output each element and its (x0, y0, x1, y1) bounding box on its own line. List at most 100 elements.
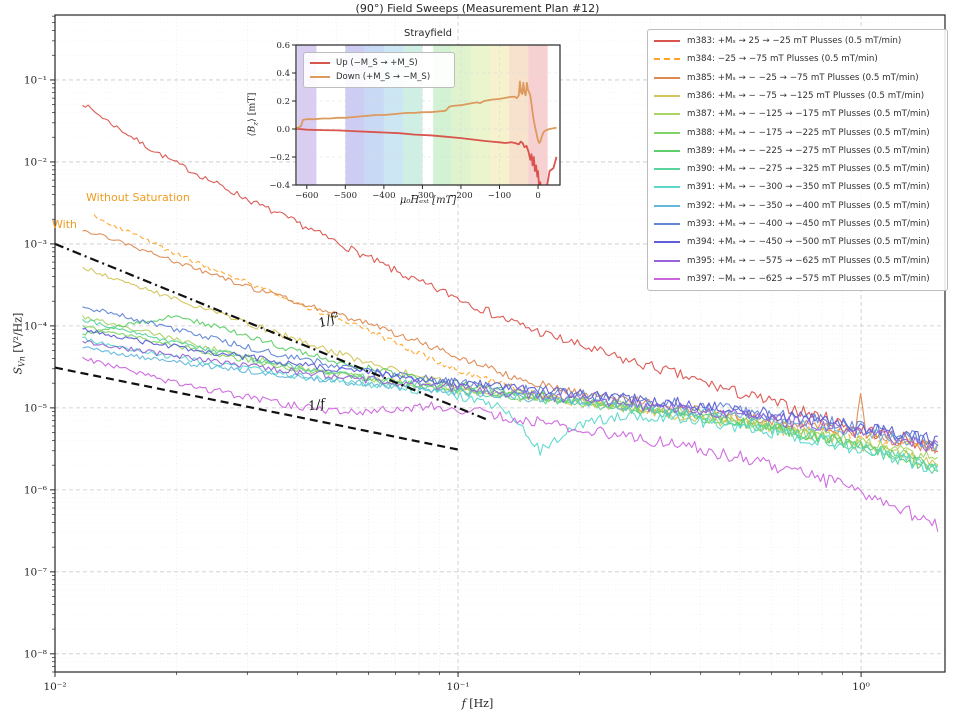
inset-legend-swatch-0 (310, 62, 330, 64)
series-m388 (82, 324, 938, 470)
inset-y-tick-label: 0.0 (276, 125, 290, 135)
legend-label-m395: m395: +Mₛ → − −575 → −625 mT Plusses (0.… (687, 255, 930, 266)
series-m397 (82, 356, 939, 532)
inset-legend-label-0: Up (−M_S → +M_S) (336, 58, 418, 68)
legend-label-m386: m386: +Mₛ → − −75 → −125 mT Plusses (0.5… (687, 90, 925, 101)
inset-legend-entry-0: Up (−M_S → +M_S) (310, 56, 448, 70)
annotation-with: With (52, 218, 77, 231)
inset-x-tick-label: −600 (295, 191, 318, 201)
inset-band (451, 45, 471, 185)
y-tick-label: 10⁻⁶ (24, 484, 47, 496)
x-tick-label: 10⁻² (43, 681, 66, 693)
y-tick-label: 10⁻¹ (24, 74, 47, 86)
inset-x-axis-label: μ₀Hₑₓₜ [mT] (399, 195, 457, 206)
inset-y-axis-label: ⟨Bz⟩ [mT] (247, 59, 260, 169)
inset-x-tick-label: −100 (488, 191, 511, 201)
legend-swatch-m395 (654, 259, 680, 262)
legend-swatch-m394 (654, 241, 680, 244)
inset-x-tick-label: −400 (372, 191, 395, 201)
inset-y-tick-label: 0.6 (276, 41, 290, 51)
series-m384 (93, 214, 939, 450)
annotation-without-saturation: Without Saturation (86, 191, 190, 204)
inset-ylabel-symbol: ⟨B (246, 125, 258, 137)
legend-label-m385: m385: +Mₛ → − −25 → −75 mT Plusses (0.5 … (687, 72, 919, 83)
legend-label-m393: m393: +Mₛ → − −400 → −450 mT Plusses (0.… (687, 218, 930, 229)
legend-entry-m387: m387: +Mₛ → − −125 → −175 mT Plusses (0.… (654, 105, 941, 123)
series-m391 (82, 336, 939, 473)
legend-entry-m388: m388: +Mₛ → − −175 → −225 mT Plusses (0.… (654, 124, 941, 142)
legend-swatch-m385 (654, 76, 680, 79)
legend-label-m394: m394: +Mₛ → − −450 → −500 mT Plusses (0.… (687, 237, 930, 248)
legend-swatch-m388 (654, 131, 680, 134)
y-tick-label: 10⁻³ (24, 238, 47, 250)
legend-entry-m390: m390: +Mₛ → − −275 → −325 mT Plusses (0.… (654, 160, 941, 178)
legend-label-m397: m397: −Mₛ → − −625 → −575 mT Plusses (0.… (687, 273, 930, 284)
legend-label-m387: m387: +Mₛ → − −125 → −175 mT Plusses (0.… (687, 109, 930, 120)
legend-swatch-m390 (654, 168, 680, 171)
guide-line-1 (54, 366, 459, 451)
main-guide-lines (54, 242, 488, 451)
inset-y-tick-label: 0.4 (276, 69, 290, 79)
legend-entry-m394: m394: +Mₛ → − −450 → −500 mT Plusses (0.… (654, 233, 941, 251)
inset-y-tick-label: −0.4 (269, 181, 290, 191)
legend-swatch-m389 (654, 149, 680, 152)
legend-swatch-m386 (654, 94, 680, 97)
inset-x-tick-label: −300 (411, 191, 434, 201)
inset-legend-swatch-1 (310, 76, 330, 78)
y-tick-label: 10⁻² (24, 156, 47, 168)
legend-entry-m397: m397: −Mₛ → − −625 → −575 mT Plusses (0.… (654, 270, 941, 288)
ylabel-subscript: Vn (17, 356, 27, 367)
main-y-axis-label: SVn [V²/Hz] (11, 289, 26, 399)
legend-label-m388: m388: +Mₛ → − −175 → −225 mT Plusses (0.… (687, 127, 930, 138)
y-tick-label: 10⁻⁵ (24, 402, 47, 414)
legend-entry-m383: m383: +Mₛ → 25 → −25 mT Plusses (0.5 mT/… (654, 32, 941, 50)
xlabel-symbol: f (461, 697, 466, 710)
ylabel-units: [V²/Hz] (11, 312, 25, 357)
inset-series-up (296, 127, 558, 185)
x-tick-label: 10⁰ (852, 681, 870, 693)
page-title: (90°) Field Sweeps (Measurement Plan #12… (355, 2, 600, 15)
legend-swatch-m393 (654, 222, 680, 225)
guide-line-0 (54, 242, 488, 421)
inset-legend: Up (−M_S → +M_S) Down (+M_S → −M_S) (303, 52, 455, 88)
legend-entry-m393: m393: +Mₛ → − −400 → −450 mT Plusses (0.… (654, 215, 941, 233)
legend-entry-m385: m385: +Mₛ → − −25 → −75 mT Plusses (0.5 … (654, 69, 941, 87)
main-legend: m383: +Mₛ → 25 → −25 mT Plusses (0.5 mT/… (647, 29, 948, 291)
inset-band (489, 45, 510, 185)
inset-band (528, 45, 548, 185)
legend-swatch-m391 (654, 186, 680, 189)
legend-swatch-m392 (654, 204, 680, 207)
legend-entry-m386: m386: +Mₛ → − −75 → −125 mT Plusses (0.5… (654, 87, 941, 105)
legend-entry-m389: m389: +Mₛ → − −225 → −275 mT Plusses (0.… (654, 142, 941, 160)
legend-label-m392: m392: +Mₛ → − −350 → −400 mT Plusses (0.… (687, 200, 930, 211)
y-tick-label: 10⁻⁴ (24, 320, 47, 332)
x-tick-label: 10⁻¹ (446, 681, 469, 693)
series-m395 (82, 339, 939, 453)
inset-y-tick-label: 0.2 (276, 97, 290, 107)
legend-swatch-m383 (654, 40, 680, 43)
xlabel-units: [Hz] (465, 697, 494, 710)
legend-swatch-m397 (654, 277, 680, 280)
series-m394 (82, 327, 938, 447)
y-tick-label: 10⁻⁷ (24, 566, 47, 578)
legend-swatch-m387 (654, 113, 680, 116)
inset-plot: −600 −500 −400 −300 −200 −100 0 0.6 0.4 0.2 0.0 −0.… (269, 41, 561, 201)
series-m389 (82, 314, 939, 472)
legend-swatch-m384 (654, 58, 680, 61)
legend-entry-m384: m384: −25 → −75 mT Plusses (0.5 mT/min) (654, 50, 941, 68)
inset-ylabel-units: ⟩ [mT] (246, 92, 258, 123)
inset-band (470, 45, 490, 185)
inset-legend-label-1: Down (+M_S → −M_S) (336, 72, 431, 82)
legend-label-m384: m384: −25 → −75 mT Plusses (0.5 mT/min) (687, 54, 878, 65)
legend-label-m391: m391: +Mₛ → − −300 → −350 mT Plusses (0.… (687, 182, 930, 193)
ylabel-symbol: S (11, 367, 25, 375)
series-m390 (82, 318, 939, 474)
inset-series-down (296, 80, 557, 144)
inset-y-tick-label: −0.2 (269, 153, 290, 163)
legend-entry-m391: m391: +Mₛ → − −300 → −350 mT Plusses (0.… (654, 178, 941, 196)
main-axes (50, 14, 946, 677)
legend-entry-m395: m395: +Mₛ → − −575 → −625 mT Plusses (0.… (654, 252, 941, 270)
inset-legend-entry-1: Down (+M_S → −M_S) (310, 70, 448, 84)
